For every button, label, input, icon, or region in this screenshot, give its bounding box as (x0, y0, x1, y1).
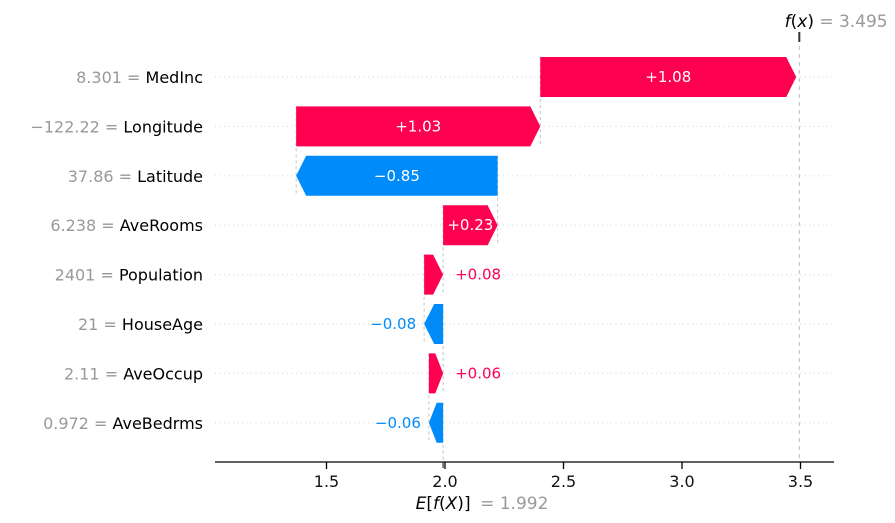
x-tick-label: 2.0 (432, 472, 457, 491)
row-label-Latitude: 37.86 = Latitude (68, 166, 203, 185)
bar-value-label-AveOccup: +0.06 (455, 364, 501, 382)
base-label: E[f(X)] (416, 494, 471, 514)
bar-value-label-AveRooms: +0.23 (447, 216, 493, 234)
x-tick-label: 3.5 (788, 472, 813, 491)
row-label-AveOccup: 2.11 = AveOccup (64, 364, 203, 383)
row-label-HouseAge: 21 = HouseAge (78, 315, 203, 334)
row-label-Longitude: −122.22 = Longitude (30, 117, 203, 136)
bar-value-label-HouseAge: −0.08 (370, 315, 416, 333)
shap-bar-Longitude (296, 106, 541, 147)
row-label-MedInc: 8.301 = MedInc (76, 68, 203, 87)
x-tick-label: 1.5 (314, 472, 339, 491)
bar-value-label-Population: +0.08 (455, 266, 501, 284)
shap-bar-HouseAge (424, 304, 444, 344)
row-label-Population: 2401 = Population (55, 265, 203, 284)
bar-value-label-AveBedrms: −0.06 (375, 414, 421, 432)
base-value-label: = 1.992 (480, 494, 548, 514)
shap-bar-AveRooms (443, 205, 498, 246)
shap-bar-Latitude (296, 155, 498, 196)
x-tick-label: 2.5 (551, 472, 576, 491)
shap-bar-AveOccup (428, 353, 444, 394)
row-label-AveRooms: 6.238 = AveRooms (50, 216, 203, 235)
bar-value-label-Latitude: −0.85 (374, 167, 420, 185)
bar-value-label-MedInc: +1.08 (645, 68, 691, 86)
shap-bar-AveBedrms (428, 402, 444, 443)
shap-bar-MedInc (540, 57, 797, 97)
fx-label: f(x) (785, 12, 814, 32)
x-tick-label: 3.0 (669, 472, 694, 491)
shap-bar-Population (424, 254, 444, 295)
row-label-AveBedrms: 0.972 = AveBedrms (43, 413, 203, 432)
fx-value-label: = 3.495 (819, 12, 887, 32)
bar-value-label-Longitude: +1.03 (395, 117, 441, 135)
